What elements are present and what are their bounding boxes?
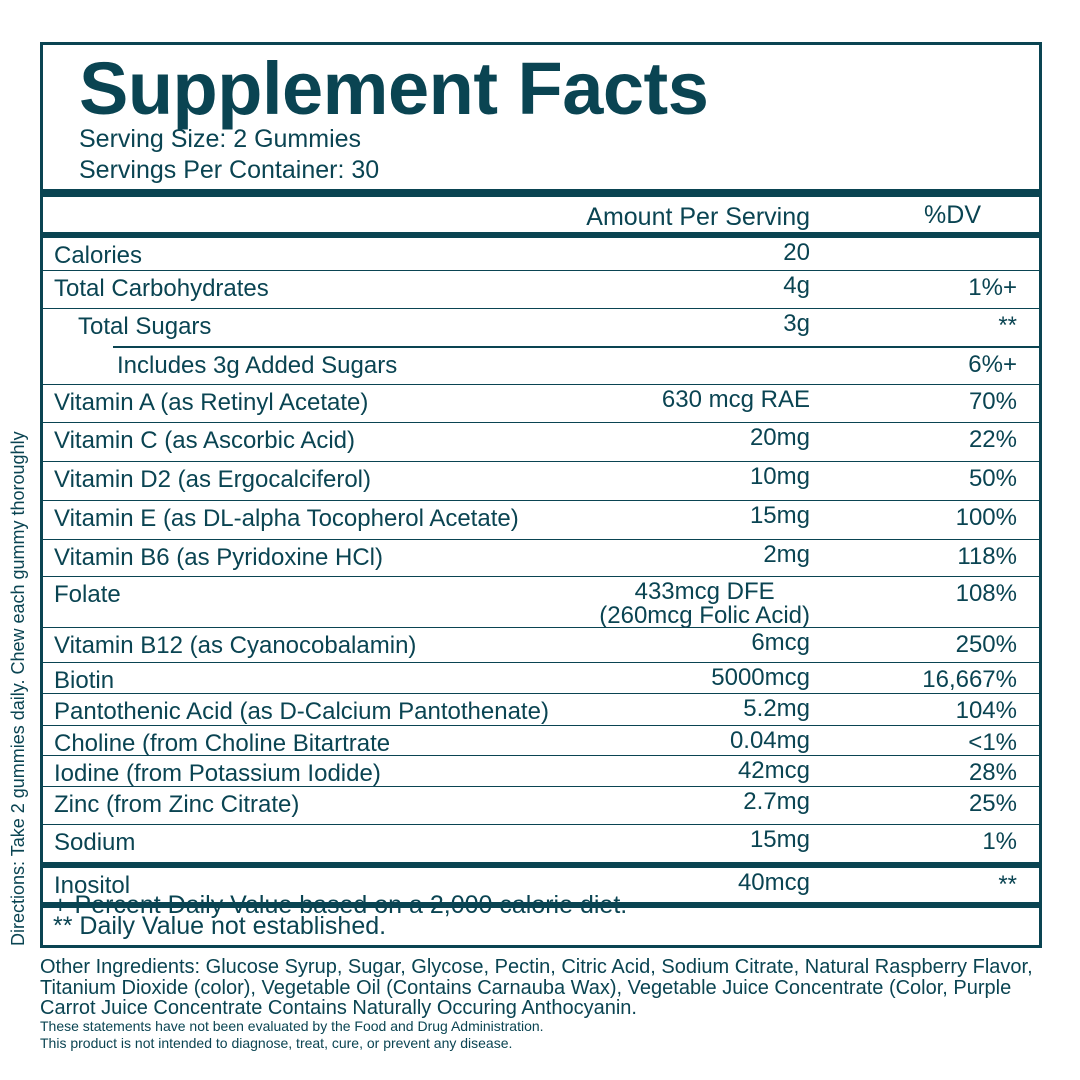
table-row: Iodine (from Potassium Iodide) 42mcg 28% (43, 756, 1039, 787)
nutrient-dv: 104% (955, 696, 1017, 724)
nutrient-dv: 16,667% (922, 665, 1017, 693)
nutrient-amount: 3g (783, 310, 810, 337)
disclaimer: These statements have not been evaluated… (40, 1018, 544, 1034)
table-row: Calories 20 (43, 238, 1039, 271)
amount-header: Amount Per Serving (586, 203, 810, 231)
nutrient-name: Calories (54, 242, 143, 269)
table-row: Vitamin B6 (as Pyridoxine HCl) 2mg 118% (43, 540, 1039, 577)
dv-header: %DV (924, 201, 981, 229)
nutrient-name: Vitamin A (as Retinyl Acetate) (54, 388, 369, 416)
nutrient-amount: 10mg (749, 462, 810, 490)
nutrient-amount: 20mg (749, 423, 810, 451)
nutrient-dv: 118% (957, 542, 1017, 570)
nutrient-name: Iodine (from Potassium Iodide) (54, 759, 381, 787)
table-row: Includes 3g Added Sugars 6%+ (43, 348, 1039, 385)
column-header: Amount Per Serving %DV (43, 199, 1039, 233)
table-row: Pantothenic Acid (as D-Calcium Pantothen… (43, 694, 1039, 726)
nutrient-dv: ** (998, 312, 1017, 339)
nutrient-amount: 42mcg (737, 756, 810, 784)
nutrient-dv: 1% (982, 827, 1017, 855)
nutrient-dv: 100% (955, 503, 1017, 531)
table-row: Sodium 15mg 1% (43, 825, 1039, 868)
table-row: Total Carbohydrates 4g 1%+ (43, 271, 1039, 309)
other-ingredients: Other Ingredients: Glucose Syrup, Sugar,… (40, 956, 1033, 1019)
table-row: Choline (from Choline Bitartrate 0.04mg <1… (43, 726, 1039, 757)
disclaimer: This product is not intended to diagnose… (40, 1035, 513, 1051)
nutrient-table: Calories 20 Total Carbohydrates 4g 1%+ Total … (43, 238, 1039, 908)
nutrient-name: Biotin (54, 666, 115, 694)
table-row: Zinc (from Zinc Citrate) 2.7mg 25% (43, 787, 1039, 825)
table-row: Total Sugars 3g ** (43, 309, 1039, 346)
table-row: Vitamin A (as Retinyl Acetate) 630 mcg RA… (43, 385, 1039, 423)
nutrient-dv: 70% (968, 387, 1017, 415)
nutrient-name: Vitamin D2 (as Ergocalciferol) (54, 465, 372, 493)
table-row: Vitamin D2 (as Ergocalciferol) 10mg 50% (43, 462, 1039, 501)
nutrient-amount: 5000mcg (711, 663, 810, 691)
footnotes: + Percent Daily Value based on a 2,000 c… (53, 891, 628, 940)
divider (43, 189, 1039, 197)
nutrient-name: Inositol (54, 871, 131, 899)
footnote: ** Daily Value not established. (53, 912, 387, 940)
nutrient-name: Vitamin B6 (as Pyridoxine HCl) (54, 543, 384, 571)
nutrient-amount: 433mcg DFE (260mcg Folic Acid) (599, 577, 810, 629)
amount-line: (260mcg Folic Acid) (599, 601, 810, 629)
nutrient-amount: 630 mcg RAE (661, 385, 810, 413)
nutrient-amount: 20 (783, 239, 810, 266)
nutrient-name: Zinc (from Zinc Citrate) (54, 790, 300, 818)
nutrient-amount: 2mg (763, 540, 810, 568)
nutrient-name: Vitamin B12 (as Cyanocobalamin) (54, 631, 417, 659)
nutrient-amount: 4g (783, 272, 810, 299)
nutrient-dv: 28% (968, 758, 1017, 786)
table-row: Vitamin B12 (as Cyanocobalamin) 6mcg 250% (43, 628, 1039, 663)
nutrient-name: Vitamin C (as Ascorbic Acid) (54, 426, 355, 454)
directions: Directions: Take 2 gummies daily. Chew e… (8, 431, 28, 946)
nutrient-dv: 22% (968, 425, 1017, 453)
nutrient-dv: 250% (955, 630, 1017, 658)
nutrient-name: Sodium (54, 828, 136, 856)
nutrient-name: Pantothenic Acid (as D-Calcium Pantothen… (54, 697, 549, 725)
nutrient-amount: 2.7mg (743, 787, 810, 815)
divider (113, 346, 1039, 348)
table-row: Vitamin E (as DL-alpha Tocopherol Acetat… (43, 501, 1039, 540)
nutrient-amount: 5.2mg (743, 694, 810, 722)
nutrient-name: Choline (from Choline Bitartrate (54, 729, 391, 757)
nutrient-name: Total Sugars (78, 313, 212, 340)
nutrient-dv: 1%+ (968, 274, 1017, 301)
table-row: Folate 433mcg DFE (260mcg Folic Acid) 108% (43, 577, 1039, 628)
table-row: Vitamin C (as Ascorbic Acid) 20mg 22% (43, 423, 1039, 462)
nutrient-name: Total Carbohydrates (54, 275, 269, 302)
servings-per-container: Servings Per Container: 30 (79, 156, 380, 184)
nutrient-amount: 6mcg (751, 628, 810, 656)
supplement-facts-panel: Supplement Facts Serving Size: 2 Gummies… (40, 42, 1042, 948)
footnote: + Percent Daily Value based on a 2,000 c… (53, 891, 628, 919)
nutrient-dv: <1% (968, 728, 1017, 756)
nutrient-name: Includes 3g Added Sugars (117, 351, 398, 379)
nutrient-amount: 40mcg (737, 868, 810, 896)
nutrient-dv: 6%+ (968, 350, 1017, 378)
nutrient-amount: 15mg (749, 825, 810, 853)
divider (43, 232, 1039, 238)
nutrient-name: Folate (54, 580, 121, 608)
nutrient-amount: 0.04mg (729, 726, 810, 754)
nutrient-dv: 50% (968, 464, 1017, 492)
nutrient-amount: 15mg (749, 501, 810, 529)
table-row: Inositol 40mcg ** (43, 868, 1039, 908)
page-title: Supplement Facts (79, 47, 709, 130)
nutrient-dv: 25% (968, 789, 1017, 817)
nutrient-dv: 108% (955, 579, 1017, 607)
table-row: Biotin 5000mcg 16,667% (43, 663, 1039, 694)
nutrient-dv: ** (998, 870, 1017, 898)
serving-size: Serving Size: 2 Gummies (79, 125, 362, 153)
nutrient-name: Vitamin E (as DL-alpha Tocopherol Acetat… (54, 504, 519, 532)
amount-line: 433mcg DFE (634, 577, 775, 605)
